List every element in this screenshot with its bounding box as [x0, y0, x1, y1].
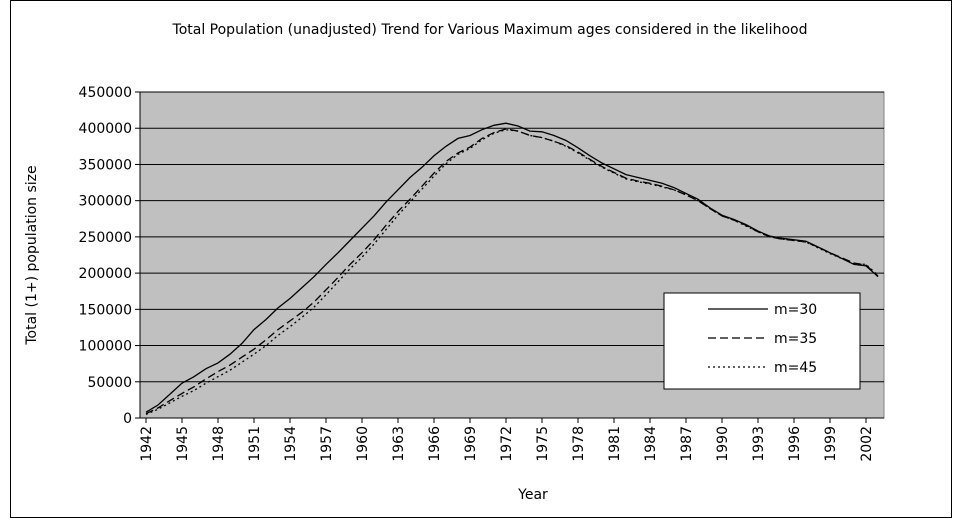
legend-label: m=35: [774, 331, 817, 347]
x-tick-label: 1987: [679, 426, 695, 462]
x-tick-label: 1990: [715, 426, 731, 462]
legend: m=30 m=35 m=45: [663, 292, 861, 390]
x-tick-label: 1978: [571, 426, 587, 462]
y-axis-label: Total (1+) population size: [24, 165, 40, 345]
x-tick-label: 1942: [139, 426, 155, 462]
x-tick-label: 1993: [751, 426, 767, 462]
y-tick-label: 350000: [79, 157, 132, 173]
y-tick-label: 50000: [87, 375, 132, 391]
legend-label: m=45: [774, 360, 817, 376]
y-tick-label: 400000: [79, 121, 132, 137]
y-tick-label: 150000: [79, 302, 132, 318]
x-tick-label: 1951: [247, 426, 263, 462]
x-tick-label: 1984: [643, 426, 659, 462]
x-axis-label: Year: [517, 487, 548, 503]
legend-box: [663, 292, 861, 390]
x-tick-label: 1966: [427, 426, 443, 462]
x-tick-label: 1963: [391, 426, 407, 462]
x-tick-label: 1960: [355, 426, 371, 462]
y-tick-label: 200000: [79, 266, 132, 282]
series-line: [145, 129, 879, 415]
y-tick-label: 300000: [79, 194, 132, 210]
x-tick-label: 1954: [283, 426, 299, 462]
x-tick-label: 1981: [607, 426, 623, 462]
x-tick-label: 1948: [211, 426, 227, 462]
y-tick-label: 450000: [79, 85, 132, 101]
chart-title: Total Population (unadjusted) Trend for …: [172, 22, 808, 38]
x-tick-label: 1999: [823, 426, 839, 462]
x-tick-label: 2002: [859, 426, 875, 462]
y-tick-label: 250000: [79, 230, 132, 246]
x-tick-label: 1957: [319, 426, 335, 462]
y-tick-label: 0: [123, 411, 132, 427]
x-tick-label: 1996: [787, 426, 803, 462]
x-tick-label: 1972: [499, 426, 515, 462]
x-tick-label: 1975: [535, 426, 551, 462]
x-tick-label: 1945: [175, 426, 191, 462]
x-tick-label: 1969: [463, 426, 479, 462]
legend-label: m=30: [774, 302, 817, 318]
y-tick-label: 100000: [79, 339, 132, 355]
